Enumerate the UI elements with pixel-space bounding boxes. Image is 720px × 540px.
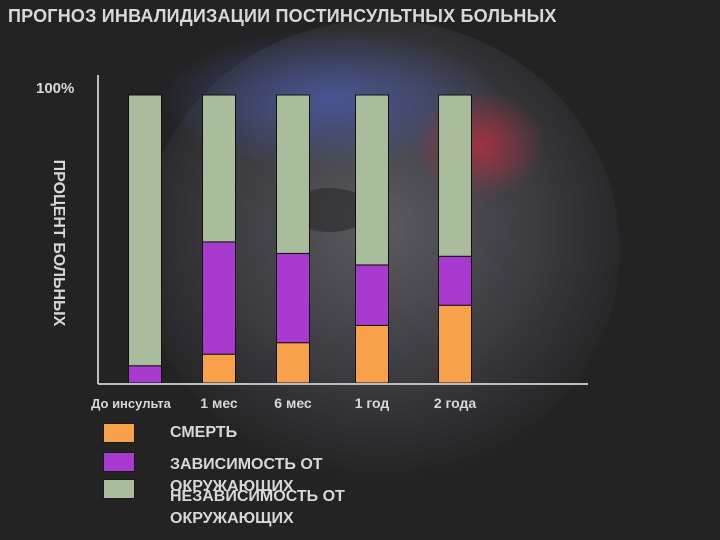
y-tick-100: 100% [36, 80, 75, 97]
x-tick-label-2: 6 мес [274, 395, 312, 411]
legend-label-2: НЕЗАВИСИМОСТЬ ОТ ОКРУЖАЮЩИХ [170, 488, 345, 527]
bar-segment-3-0 [355, 324, 389, 384]
bar-segment-2-0 [276, 342, 310, 384]
bar-segment-2-2 [276, 94, 310, 254]
bar-segment-4-0 [438, 304, 472, 384]
x-tick-label-3: 1 год [355, 395, 390, 411]
bar-segment-4-1 [438, 255, 472, 306]
bar-segment-2-1 [276, 252, 310, 344]
bar-segment-4-2 [438, 94, 472, 257]
legend-swatch-2 [103, 479, 135, 499]
bar-segment-0-1 [128, 365, 162, 384]
bar-segment-1-2 [202, 94, 236, 243]
x-tick-label-4: 2 года [434, 395, 477, 411]
bar-segment-1-0 [202, 353, 236, 384]
legend-swatch-1 [103, 452, 135, 472]
bar-segment-0-2 [128, 94, 162, 367]
legend-label-1: ЗАВИСИМОСТЬ ОТ ОКРУЖАЮЩИХ [170, 456, 323, 495]
bar-segment-1-1 [202, 241, 236, 355]
page-title: ПРОГНОЗ ИНВАЛИДИЗАЦИИ ПОСТИНСУЛЬТНЫХ БОЛ… [8, 6, 557, 26]
legend-swatch-0 [103, 423, 135, 443]
x-tick-label-0: До инсульта [91, 396, 172, 411]
x-tick-label-1: 1 мес [200, 395, 238, 411]
bars-group [128, 94, 472, 384]
bar-segment-3-2 [355, 94, 389, 266]
bar-segment-3-1 [355, 264, 389, 326]
legend-label-0: СМЕРТЬ [170, 424, 238, 441]
x-tick-labels: До инсульта 1 мес 6 мес 1 год 2 года [91, 395, 476, 411]
